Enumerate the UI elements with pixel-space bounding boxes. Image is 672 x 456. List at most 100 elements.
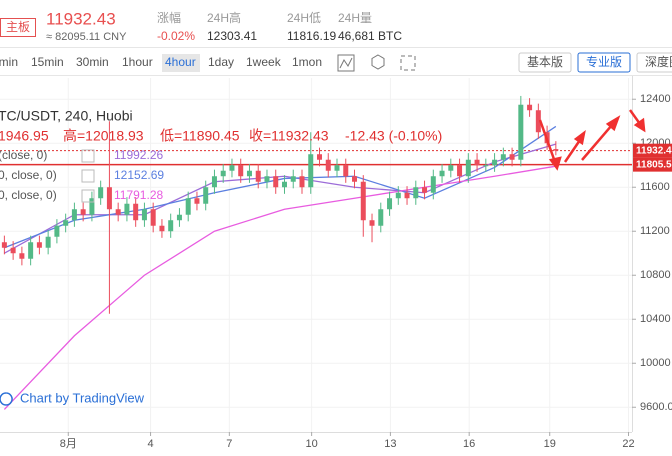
board-button[interactable] <box>0 18 36 37</box>
candle-body <box>422 187 428 193</box>
candle-body <box>246 170 252 177</box>
legend-value: 高=12018.93 <box>63 128 144 144</box>
x-tick-label: 8月 <box>60 438 77 450</box>
arrow-head <box>633 117 646 133</box>
ma-legend-name: 0, close, 0) <box>0 188 57 202</box>
interval[interactable]: 1min <box>0 55 18 69</box>
candle-body <box>474 159 480 166</box>
version-label[interactable]: 基本版 <box>527 55 563 69</box>
candle-body <box>150 209 156 226</box>
stat-label: 24H低 <box>287 11 321 25</box>
interval[interactable]: 1mon <box>292 55 322 69</box>
y-tick-label: 11600 <box>640 181 670 193</box>
arrow-line <box>628 109 642 125</box>
candle-body <box>483 165 489 167</box>
candle-body <box>10 247 16 254</box>
candle-body <box>404 192 410 199</box>
interval[interactable]: 30min <box>76 55 109 69</box>
watermark[interactable]: Chart by TradingView <box>20 390 145 405</box>
interval[interactable]: 1week <box>246 55 282 69</box>
y-tick-label: 11200 <box>640 225 670 237</box>
candle-body <box>264 176 270 182</box>
x-tick-label: 10 <box>305 438 317 450</box>
toolbar-icons <box>337 54 416 72</box>
version-label[interactable]: 深度图 <box>645 54 672 69</box>
candle-body <box>343 165 349 177</box>
fullscreen-icon[interactable] <box>400 55 416 71</box>
candle-body <box>176 214 182 221</box>
candle-body <box>290 176 296 182</box>
legend-value: -12.43 (-0.10%) <box>345 128 442 144</box>
plot <box>0 78 632 432</box>
ma-legend-last: 12152.69 <box>114 168 164 182</box>
candle-body <box>28 242 34 259</box>
candle-body <box>1 242 7 248</box>
x-tick-label: 4 <box>147 438 153 450</box>
y-tick-label: 10400 <box>640 313 671 325</box>
candle-body <box>133 203 139 221</box>
arrow-line <box>581 124 613 161</box>
version-button[interactable] <box>636 52 672 73</box>
ma-legend-icon[interactable] <box>81 169 95 183</box>
chart-title: TC/USDT, 240, Huobi <box>0 108 133 124</box>
moving-average <box>3 165 556 410</box>
chart-type-glyph <box>339 57 353 69</box>
ma-legend-icon[interactable] <box>81 189 95 203</box>
stat-label: 涨幅 <box>157 10 181 25</box>
candle-body <box>115 209 121 215</box>
candle-body <box>387 198 393 210</box>
candle-body <box>518 104 524 160</box>
x-tick-label: 19 <box>544 438 556 450</box>
candle-body <box>430 176 436 193</box>
board-label[interactable]: 主板 <box>6 20 30 34</box>
ma-legend-last: 11992.26 <box>114 148 163 162</box>
settings-icon[interactable] <box>371 54 385 70</box>
candle-body <box>238 165 244 177</box>
version-button[interactable] <box>518 52 572 73</box>
interval[interactable]: 4hour <box>165 55 196 69</box>
ma-legend-name: (close, 0) <box>0 148 47 162</box>
version-label[interactable]: 专业版 <box>586 54 622 69</box>
active-interval-bg <box>162 54 200 72</box>
chart-type-icon[interactable] <box>337 54 355 72</box>
stat-value: -0.02% <box>157 29 195 43</box>
stat-value: 46,681 BTC <box>338 29 402 43</box>
candle-body <box>317 154 323 160</box>
y-tick-label: 12400 <box>640 93 671 105</box>
stat-value: 11816.19 <box>287 29 336 43</box>
candle-body <box>89 198 95 215</box>
annotation-arrows <box>538 109 646 171</box>
candle-body <box>273 176 279 188</box>
ma-legend-icon[interactable] <box>81 149 95 163</box>
stat-label: 24H量 <box>338 11 372 25</box>
x-tick-label: 7 <box>226 438 232 450</box>
candle-body <box>229 165 235 171</box>
candle-body <box>211 176 217 188</box>
candle-body <box>299 176 305 188</box>
version-button[interactable] <box>577 52 631 73</box>
ma-legend-last: 11791.28 <box>114 188 163 202</box>
candle-body <box>63 220 69 226</box>
arrow-head <box>548 156 562 171</box>
candle-body <box>553 149 559 151</box>
candle-body <box>141 209 147 221</box>
candle-body <box>45 236 51 248</box>
candle-body <box>71 209 77 221</box>
candle-body <box>352 176 358 182</box>
candle-body <box>369 220 375 226</box>
x-tick-label: 13 <box>384 438 396 450</box>
candle-body <box>36 242 42 248</box>
candle-body <box>106 187 112 210</box>
candle-body <box>378 209 384 226</box>
legend-value: 低=11890.45 <box>160 128 240 144</box>
legend-value: 1946.95 <box>0 128 49 144</box>
candle-body <box>500 154 506 160</box>
interval[interactable]: 15min <box>31 55 64 69</box>
candle-body <box>203 187 209 204</box>
interval[interactable]: 1day <box>208 55 234 69</box>
arrow-head <box>605 115 621 132</box>
arrow-line <box>563 139 582 163</box>
candle-body <box>465 159 471 177</box>
candle-body <box>413 187 419 199</box>
interval[interactable]: 1hour <box>122 55 153 69</box>
